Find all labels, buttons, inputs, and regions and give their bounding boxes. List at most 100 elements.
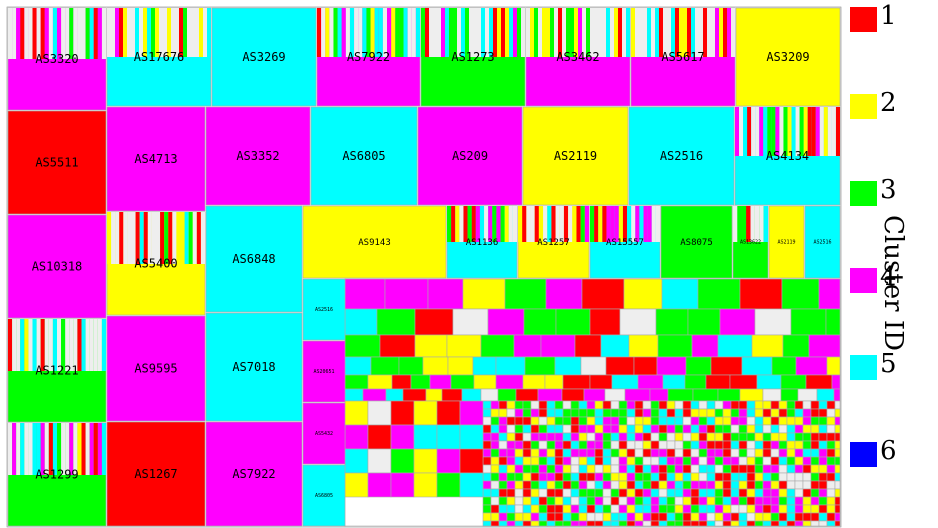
fine-cell [682,448,692,458]
treemap-subnode [429,8,433,57]
fine-leaf [600,334,630,358]
fine-cell [586,480,596,490]
fine-cell [770,472,780,482]
node-label: AS7018 [232,360,275,374]
treemap-node [522,106,629,206]
node-label: AS5400 [134,257,177,271]
fine-cell [738,464,748,474]
fine-cell [778,400,788,410]
fine-cell [778,424,788,434]
fine-cell [834,520,841,527]
treemap-subnode [590,206,595,242]
fine-cell [778,504,788,514]
fine-cell [826,400,836,410]
fine-cell [546,448,556,458]
fine-cell [522,408,532,418]
treemap-subnode [819,107,824,156]
fine-cell [674,424,684,434]
fine-cell [522,464,532,474]
fine-leaf [523,308,557,336]
fine-cell [682,432,692,442]
treemap-subnode [52,8,57,59]
fine-cell [778,520,788,527]
fine-leaf [344,334,381,358]
fine-cell [546,504,556,514]
fine-cell [626,464,636,474]
treemap-subnode [562,8,566,57]
fine-cell [498,520,508,527]
treemap-subnode [159,8,163,57]
node-label: AS3209 [766,50,809,64]
fine-cell [586,440,596,450]
fine-cell [618,464,628,474]
fine-cell [482,464,492,474]
fine-cell [802,512,812,522]
treemap-subnode [459,206,464,242]
fine-cell [626,448,636,458]
treemap-subnode [341,8,346,57]
fine-cell [778,408,788,418]
fine-cell [730,400,740,410]
fine-cell [498,504,508,514]
fine-cell [586,488,596,498]
fine-leaf [379,334,416,358]
treemap-subnode [602,206,607,242]
fine-cell [794,424,804,434]
treemap-subnode [477,8,481,57]
fine-leaf [367,374,393,390]
fine-cell [482,520,492,527]
treemap-subnode [127,8,131,57]
treemap-subnode [675,8,679,57]
fine-cell [554,456,564,466]
fine-leaf [390,400,415,426]
fine-cell [698,504,708,514]
fine-cell [610,408,620,418]
fine-cell [762,464,772,474]
fine-leaf [472,356,497,376]
fine-cell [546,408,556,418]
fine-cell [490,464,500,474]
treemap-subnode [534,8,538,57]
treemap-subnode [671,8,675,57]
treemap-subnode [36,8,41,59]
fine-cell [818,408,828,418]
fine-cell [738,408,748,418]
fine-cell [618,472,628,482]
fine-cell [666,448,676,458]
node-label: AS209 [452,149,488,163]
fine-cell [722,520,732,527]
treemap-subnode [779,107,784,156]
treemap-subnode [651,206,656,242]
fine-cell [810,416,820,426]
fine-leaf [739,278,783,310]
treemap-subnode [52,423,57,475]
fine-cell [810,400,820,410]
fine-leaf [691,334,719,358]
fine-cell [610,480,620,490]
treemap-subnode [65,423,70,475]
fine-cell [482,472,492,482]
fine-cell [506,464,516,474]
node-label: AS3320 [35,52,78,66]
fine-cell [826,464,836,474]
fine-cell [650,520,660,527]
treemap-subnode [631,206,636,242]
fine-cell [778,416,788,426]
fine-cell [738,512,748,522]
treemap-subnode [618,206,623,242]
treemap-subnode [584,206,589,242]
fine-cell [538,456,548,466]
treemap-subnode [77,423,82,475]
fine-cell [538,408,548,418]
treemap-subnode [151,8,155,57]
treemap-subnode [647,8,651,57]
fine-cell [778,464,788,474]
fine-cell [714,440,724,450]
treemap-subnode [526,8,530,57]
fine-cell [570,432,580,442]
treemap-subnode [93,8,98,59]
fine-cell [666,408,676,418]
fine-cell [714,408,724,418]
treemap-subnode [8,319,13,371]
fine-cell [562,480,572,490]
